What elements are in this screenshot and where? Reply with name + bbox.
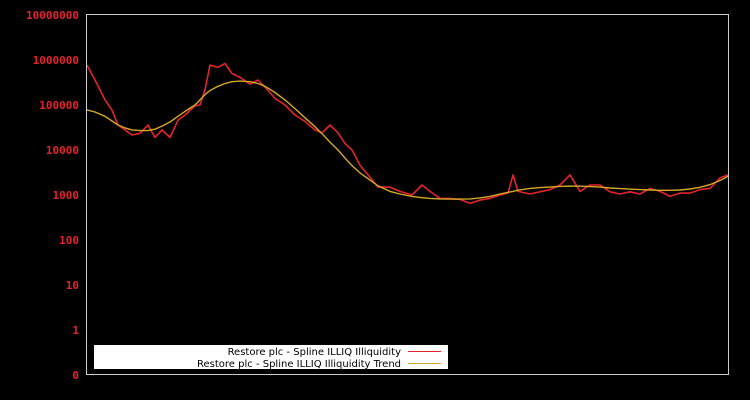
- legend: Restore plc - Spline ILLIQ Illiquidity R…: [94, 345, 448, 370]
- y-tick-label: 10000000: [26, 9, 79, 22]
- y-tick-label: 1: [72, 324, 79, 337]
- y-tick-label: 0: [72, 369, 79, 382]
- illiquidity-series-line: [86, 62, 729, 205]
- plot-frame: [86, 14, 729, 375]
- y-tick-label: 100: [59, 234, 79, 247]
- legend-box: [94, 345, 448, 369]
- y-tick-label: 10000: [46, 144, 79, 157]
- series-layer: [86, 62, 729, 205]
- y-tick-label: 1000: [53, 189, 80, 202]
- legend-label-trend: Restore plc - Spline ILLIQ Illiquidity T…: [197, 359, 401, 370]
- illiquidity-trend-line: [86, 80, 729, 200]
- legend-label-illiquidity: Restore plc - Spline ILLIQ Illiquidity: [228, 347, 402, 358]
- y-tick-label: 10: [66, 279, 79, 292]
- y-tick-label: 100000: [39, 99, 79, 112]
- y-tick-label: 1000000: [33, 54, 79, 67]
